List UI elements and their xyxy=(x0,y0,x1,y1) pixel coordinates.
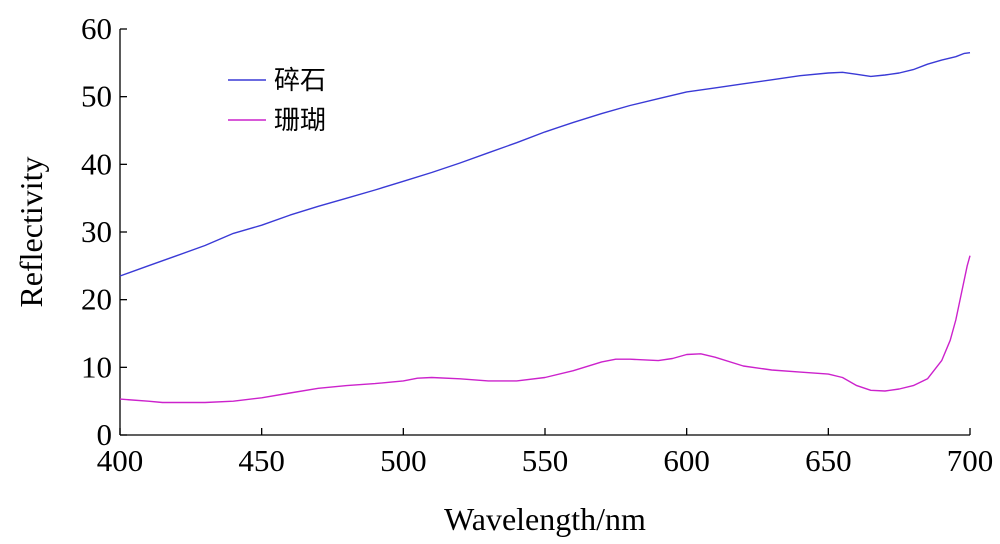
axes xyxy=(119,29,970,436)
y-tick-label: 10 xyxy=(81,349,112,384)
x-axis-title: Wavelength/nm xyxy=(444,501,646,537)
x-tick-label: 450 xyxy=(238,443,285,478)
legend-label-2: 珊瑚 xyxy=(274,106,326,136)
y-axis-title: Reflectivity xyxy=(13,156,49,307)
y-tick-label: 20 xyxy=(81,282,112,317)
series-lines xyxy=(119,52,971,404)
series-line-1 xyxy=(119,52,971,277)
y-tick-label: 30 xyxy=(81,214,112,249)
x-tick-label: 400 xyxy=(97,443,144,478)
legend: 碎石 珊瑚 xyxy=(228,66,326,136)
y-tick-label: 40 xyxy=(81,146,112,181)
series-line-2 xyxy=(119,255,971,404)
x-tick-label: 500 xyxy=(380,443,427,478)
x-tick-label: 550 xyxy=(522,443,569,478)
legend-label-1: 碎石 xyxy=(274,66,326,96)
x-tick-label: 600 xyxy=(663,443,710,478)
y-axis-ticks: 0 10 20 30 40 50 60 xyxy=(81,11,127,452)
x-tick-label: 700 xyxy=(947,443,994,478)
y-tick-label: 50 xyxy=(81,79,112,114)
x-axis-ticks: 400 450 500 550 600 650 700 xyxy=(97,428,994,478)
y-tick-label: 60 xyxy=(81,11,112,46)
x-tick-label: 650 xyxy=(805,443,852,478)
y-tick-label: 0 xyxy=(97,417,113,452)
